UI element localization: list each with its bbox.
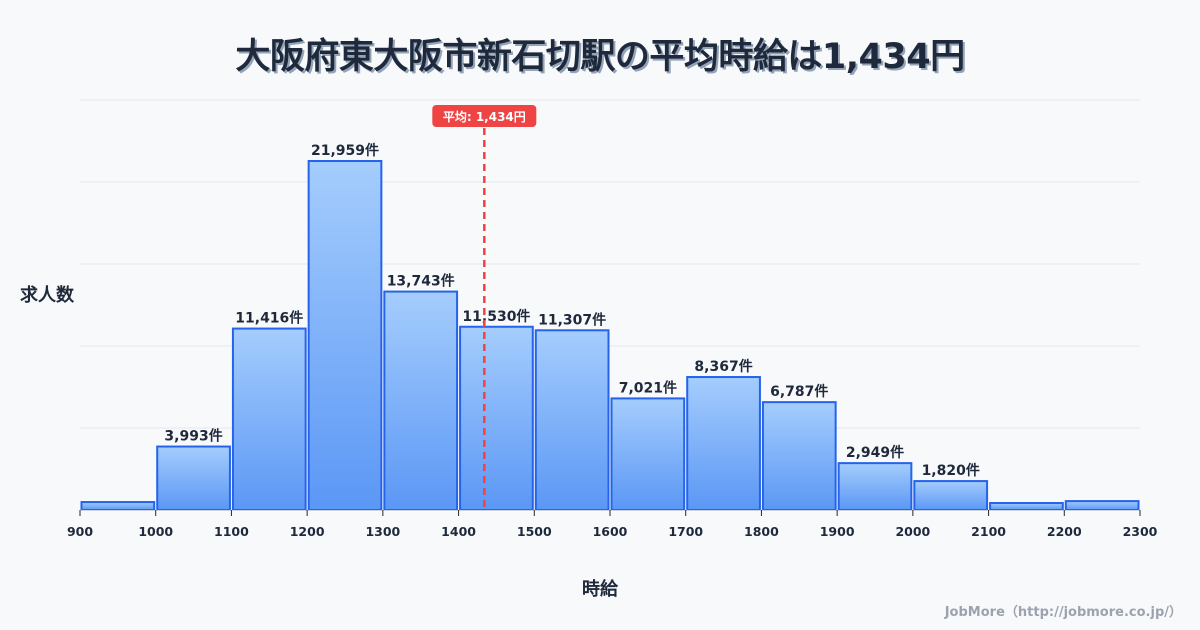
x-tick-label: 1800 xyxy=(744,524,779,539)
bar-value-label: 11,530件 xyxy=(462,308,530,325)
histogram-bar xyxy=(989,502,1064,511)
x-tick-label: 900 xyxy=(67,524,93,539)
x-tick-label: 1700 xyxy=(668,524,703,539)
bar-value-label: 11,307件 xyxy=(538,311,606,328)
histogram-bar xyxy=(231,327,307,511)
x-tick-label: 1600 xyxy=(593,524,628,539)
average-marker: 平均: 1,434円 xyxy=(432,105,537,510)
x-tick-label: 1900 xyxy=(820,524,855,539)
bar-value-label: 1,820件 xyxy=(922,462,980,479)
bar-value-label: 2,949件 xyxy=(846,444,904,461)
bar-value-label: 8,367件 xyxy=(694,358,752,375)
histogram-bar xyxy=(913,480,989,512)
y-axis-label: 求人数 xyxy=(20,285,74,306)
x-tick-label: 1200 xyxy=(290,524,325,539)
average-badge-label: 平均: 1,434円 xyxy=(443,109,526,124)
bar-value-label: 6,787件 xyxy=(770,383,828,400)
bar-value-label: 21,959件 xyxy=(311,142,379,159)
bar-value-label: 7,021件 xyxy=(619,379,677,396)
histogram-bar xyxy=(80,501,156,512)
histogram-bar xyxy=(686,376,761,511)
bar-value-label: 3,993件 xyxy=(164,428,222,445)
x-tick-label: 1000 xyxy=(138,524,173,539)
bars: 3,993件 11,416件 21,959件 13,743件 11,530件 11,307… xyxy=(80,142,1140,512)
histogram-bar xyxy=(459,325,534,511)
x-tick-label: 1400 xyxy=(441,524,476,539)
x-axis: 900 1000 1100 1200 1300 1400 1500 1600 1700 1800 1… xyxy=(67,510,1158,539)
histogram-bar xyxy=(610,397,686,511)
x-tick-label: 1500 xyxy=(517,524,552,539)
bar-value-label: 13,743件 xyxy=(387,273,455,290)
x-tick-label: 2200 xyxy=(1047,524,1082,539)
histogram-bar xyxy=(383,290,459,511)
x-tick-label: 2100 xyxy=(971,524,1006,539)
bar-value-label: 11,416件 xyxy=(235,310,303,327)
histogram-bar xyxy=(156,445,231,512)
average-badge xyxy=(432,105,537,127)
histogram-bar xyxy=(307,160,383,511)
chart-title: 大阪府東大阪市新石切駅の平均時給は1,434円 xyxy=(235,37,965,77)
x-tick-label: 2000 xyxy=(895,524,930,539)
histogram-bar xyxy=(837,462,913,512)
x-tick-label: 1300 xyxy=(365,524,400,539)
x-tick-label: 2300 xyxy=(1123,524,1158,539)
source-credit: JobMore（http://jobmore.co.jp/） xyxy=(944,605,1182,620)
x-tick-label: 1100 xyxy=(214,524,249,539)
histogram-bar xyxy=(1064,500,1140,511)
histogram-bar xyxy=(761,401,837,511)
x-axis-label: 時給 xyxy=(582,579,618,600)
histogram-bar xyxy=(534,329,610,511)
